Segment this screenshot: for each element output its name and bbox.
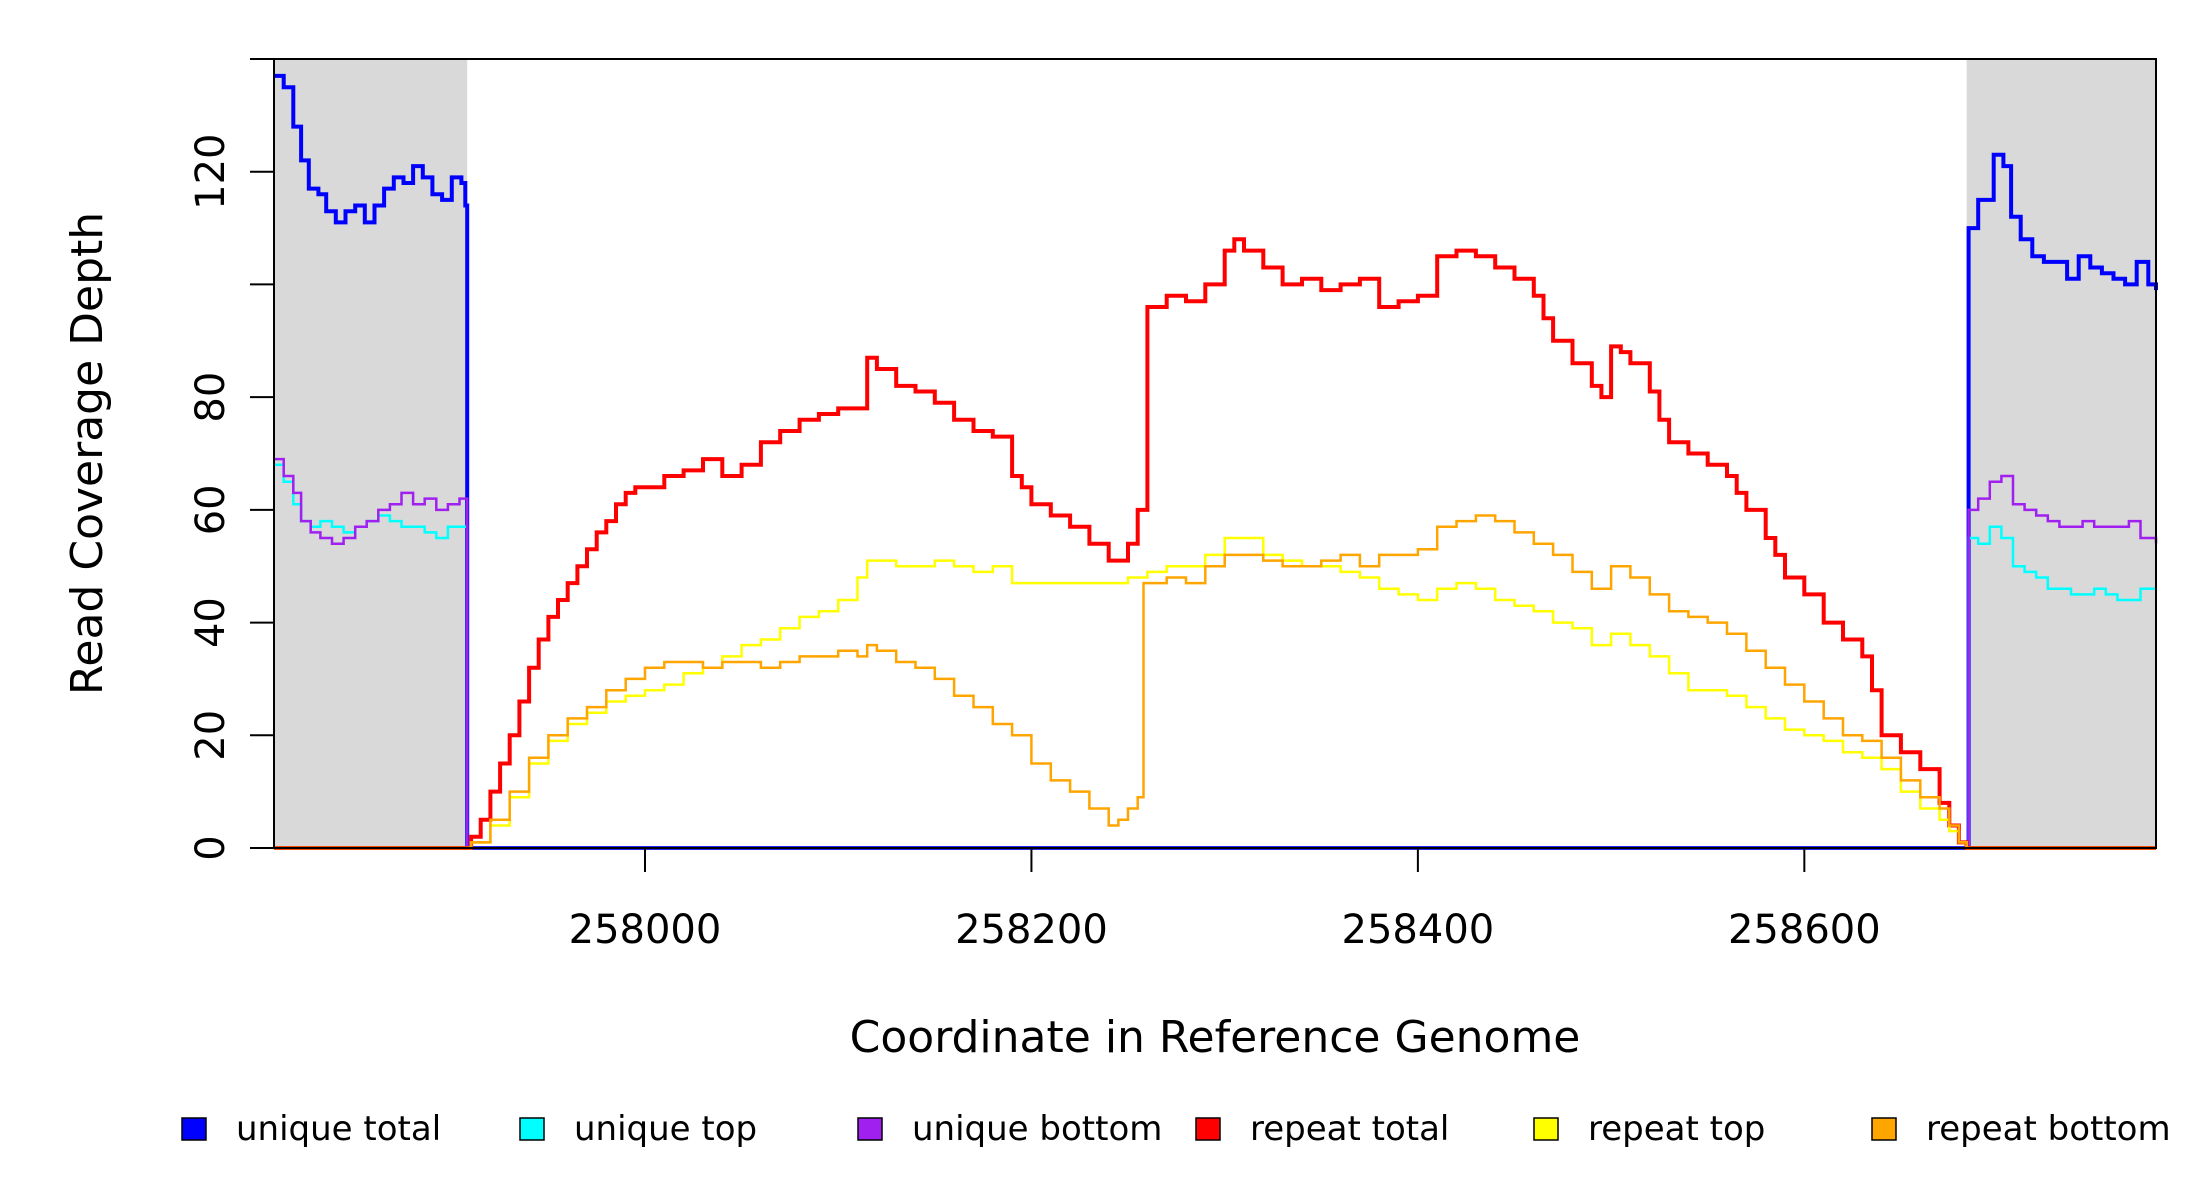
x-tick-label-258600: 258600: [1728, 907, 1881, 953]
y-axis-title: Read Coverage Depth: [62, 212, 113, 695]
x-tick-label-258400: 258400: [1342, 907, 1495, 953]
series-repeat-bottom: [274, 514, 2156, 850]
legend-label-repeat-bottom: repeat bottom: [1926, 1109, 2171, 1149]
y-tick-label-0: 0: [188, 835, 234, 860]
x-axis: 258000 258200 258400 258600: [569, 847, 1881, 953]
legend-label-unique-top: unique top: [574, 1109, 757, 1149]
x-tick-label-258200: 258200: [955, 907, 1108, 953]
legend-label-repeat-total: repeat total: [1250, 1109, 1449, 1149]
legend-swatch-unique-top: [519, 1117, 545, 1141]
legend-swatch-repeat-top: [1533, 1117, 1559, 1141]
y-tick-label-20: 20: [188, 710, 234, 761]
series-unique-total: [274, 73, 2158, 850]
series-unique-top: [274, 463, 2156, 850]
legend: unique total unique top unique bottom repea…: [181, 1109, 2171, 1149]
y-tick-label-80: 80: [188, 372, 234, 423]
y-tick-label-40: 40: [188, 597, 234, 648]
shaded-region-1: [274, 59, 468, 848]
legend-label-unique-bottom: unique bottom: [912, 1109, 1162, 1149]
legend-label-unique-total: unique total: [236, 1109, 441, 1149]
legend-swatch-repeat-bottom: [1871, 1117, 1897, 1141]
plot-frame: [273, 58, 2157, 849]
legend-label-repeat-top: repeat top: [1588, 1109, 1765, 1149]
y-tick-label-120: 120: [188, 134, 234, 210]
x-axis-title: Coordinate in Reference Genome: [850, 1012, 1581, 1063]
series-lines: [274, 73, 2158, 850]
series-unique-bottom: [274, 457, 2158, 850]
series-repeat-total: [274, 237, 2156, 850]
shaded-region-2: [1966, 59, 2156, 848]
legend-swatch-unique-bottom: [857, 1117, 883, 1141]
x-tick-label-258000: 258000: [569, 907, 722, 953]
y-tick-label-60: 60: [188, 484, 234, 535]
y-axis: 0 20 40 60 80 120: [188, 58, 275, 861]
legend-swatch-repeat-total: [1195, 1117, 1221, 1141]
series-repeat-top: [274, 536, 2156, 850]
legend-swatch-unique-total: [181, 1117, 207, 1141]
shaded-regions: [274, 59, 2156, 848]
